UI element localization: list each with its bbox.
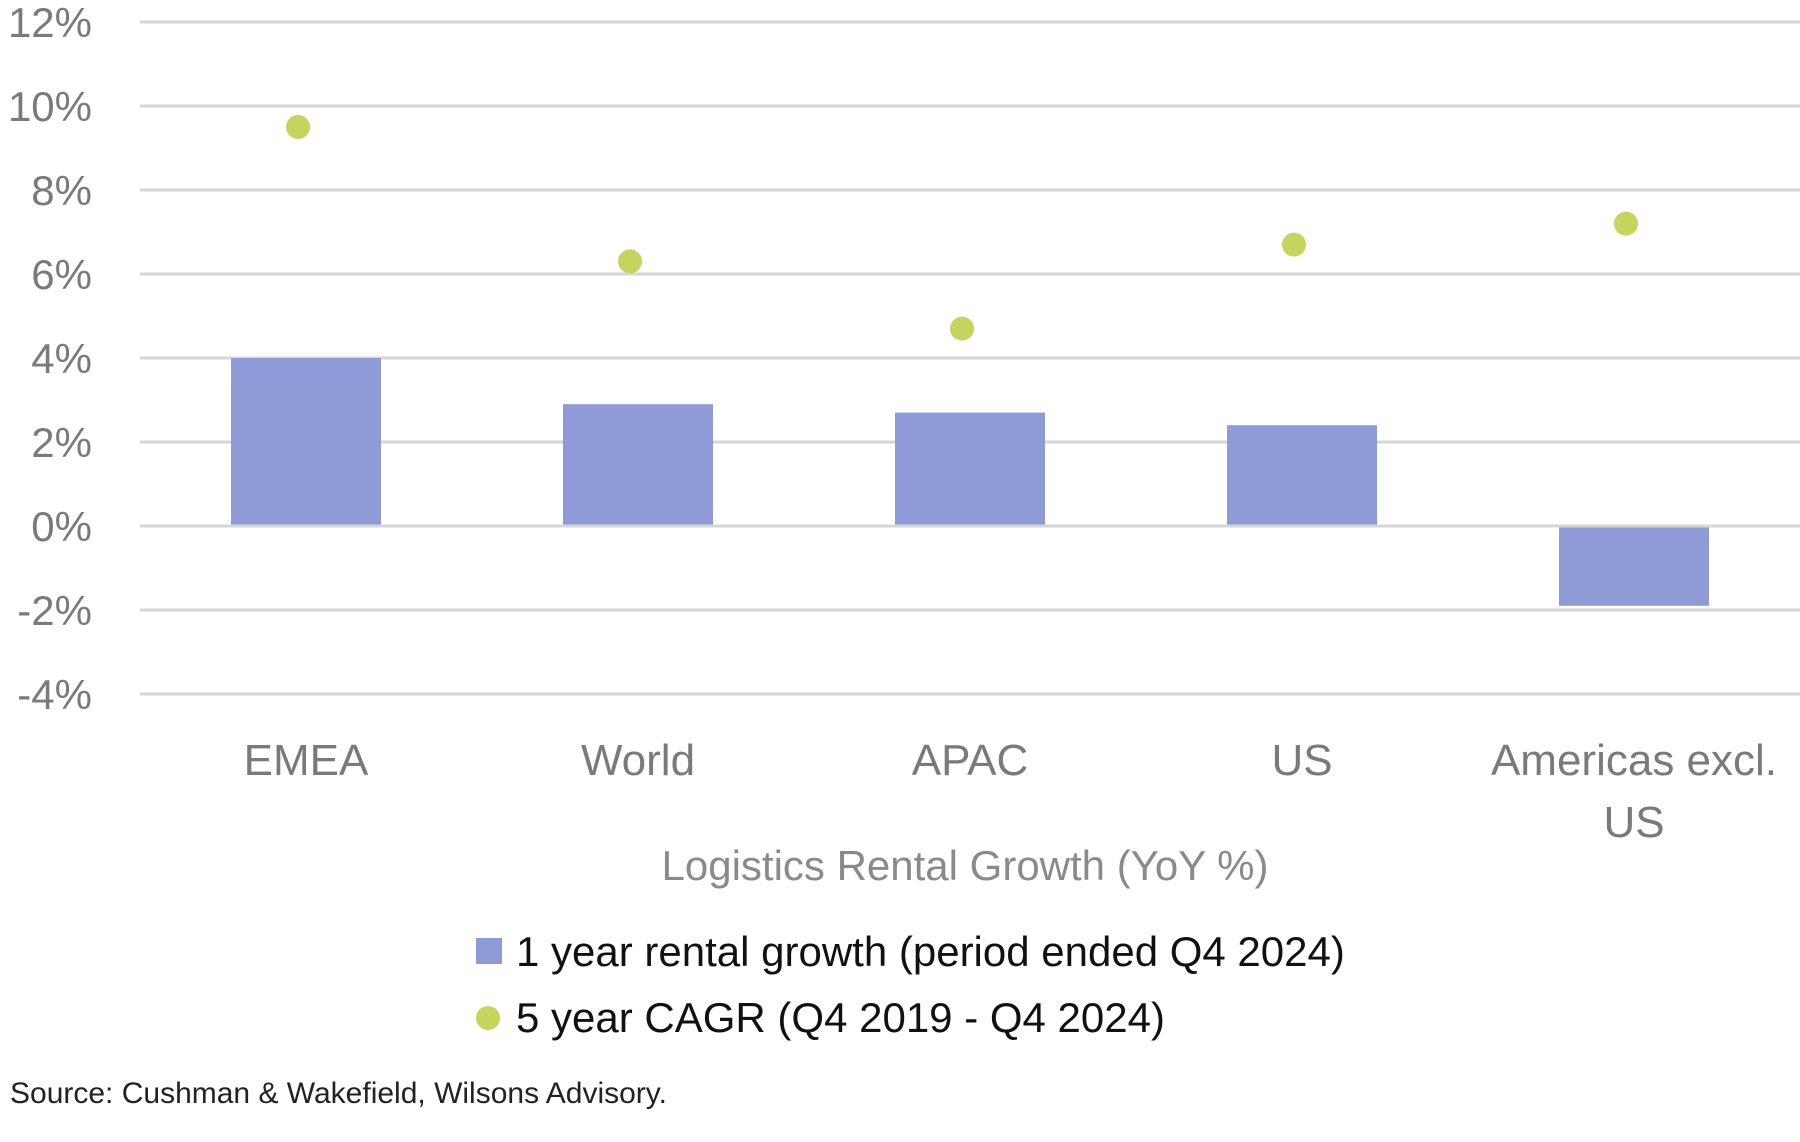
y-tick-label: 6%: [31, 251, 92, 298]
bar: [1559, 526, 1709, 606]
category-label: World: [581, 736, 695, 785]
category-label: US: [1271, 736, 1332, 785]
legend-swatch-dot: [476, 1006, 500, 1030]
source-note: Source: Cushman & Wakefield, Wilsons Adv…: [10, 1077, 667, 1110]
x-axis-category-labels: EMEA World APAC US Americas excl. US: [244, 736, 1777, 847]
bar: [895, 412, 1045, 526]
bar: [563, 404, 713, 526]
y-tick-label: 12%: [8, 0, 92, 46]
dot-point: [1282, 232, 1306, 257]
y-axis-tick-labels: 12% 10% 8% 6% 4% 2% 0% -2% -4%: [8, 0, 92, 718]
y-tick-label: 2%: [31, 419, 92, 466]
dot-point: [1614, 211, 1638, 236]
gridlines: [140, 20, 1800, 696]
bar: [231, 358, 381, 526]
legend-swatch-bar: [476, 938, 502, 964]
legend: 1 year rental growth (period ended Q4 20…: [476, 928, 1345, 1041]
bar-series: [231, 358, 1709, 606]
y-tick-label: 8%: [31, 167, 92, 214]
category-label: APAC: [912, 736, 1029, 785]
legend-label-bar: 1 year rental growth (period ended Q4 20…: [516, 928, 1345, 975]
category-label: Americas excl.: [1491, 736, 1777, 785]
y-tick-label: 10%: [8, 83, 92, 130]
x-axis-title: Logistics Rental Growth (YoY %): [662, 842, 1269, 889]
dot-series: [286, 115, 1638, 341]
y-tick-label: 4%: [31, 335, 92, 382]
category-label: US: [1603, 798, 1664, 847]
legend-label-dot: 5 year CAGR (Q4 2019 - Q4 2024): [516, 994, 1165, 1041]
y-tick-label: -2%: [17, 587, 92, 634]
dot-point: [618, 249, 642, 274]
dot-point: [286, 115, 310, 139]
category-label: EMEA: [244, 736, 369, 785]
y-tick-label: 0%: [31, 503, 92, 550]
dot-point: [950, 316, 974, 341]
y-tick-label: -4%: [17, 671, 92, 718]
bar: [1227, 425, 1377, 526]
